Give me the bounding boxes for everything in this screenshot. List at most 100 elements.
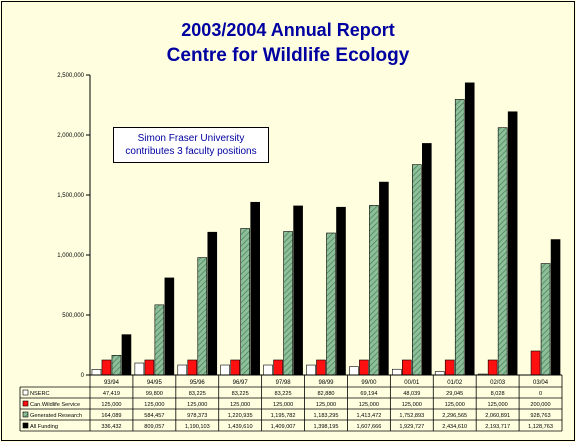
data-label: 125,000 [445,402,465,408]
bar-all [207,231,218,376]
bar-generated [369,205,379,376]
bar-all [336,206,346,376]
category-label: 93/94 [104,380,120,386]
bar-cws [230,359,240,376]
data-label: 2,193,717 [485,424,510,430]
category-label: 02/03 [490,380,506,386]
data-label: 1,220,935 [228,413,253,419]
data-label: 200,000 [530,402,550,408]
data-label: 0 [539,391,542,397]
bar-nserc [177,364,188,376]
data-label: 48,039 [403,391,420,397]
data-label: 1,195,782 [271,413,296,419]
bar-cws [101,359,112,376]
data-label: 928,763 [530,413,550,419]
bar-all [121,334,132,376]
y-tick-label: 0 [81,373,85,379]
category-label: 98/99 [318,380,334,386]
category-label: 03/04 [533,380,549,386]
data-label: 2,296,565 [442,413,467,419]
bar-all [422,143,432,376]
data-label: 69,194 [360,391,377,397]
data-label: 99,800 [146,391,163,397]
legend-label-generated: Generated Research [30,413,82,419]
legend-label-cws: Can.Wildlife Service [30,402,80,408]
annotation-line-1: Simon Fraser University [137,133,245,144]
data-label: 2,060,891 [485,413,510,419]
bar-cws [273,359,283,376]
category-label: 96/97 [233,380,249,386]
data-label: 83,225 [232,391,249,397]
data-label: 1,439,610 [228,424,253,430]
bar-generated [240,228,250,376]
y-tick-label: 1,500,000 [57,193,84,199]
data-label: 1,190,103 [185,424,210,430]
bar-all [293,205,303,376]
legend-swatch-cws [22,400,29,407]
bar-all [164,277,175,376]
bar-generated [497,127,508,376]
data-label: 125,000 [273,402,293,408]
bar-all [250,201,260,376]
data-label: 29,045 [446,391,463,397]
data-label: 584,457 [144,413,164,419]
bar-nserc [134,362,145,376]
y-tick-label: 2,500,000 [57,73,84,79]
legend-swatch-generated [22,411,29,418]
data-label: 1,398,195 [314,424,339,430]
bar-cws [530,350,541,376]
bar-nserc [306,364,316,376]
data-label: 1,409,007 [271,424,296,430]
data-label: 125,000 [101,402,121,408]
bar-nserc [349,366,359,376]
category-label: 99/00 [361,380,377,386]
data-label: 125,000 [316,402,336,408]
data-label: 164,089 [101,413,121,419]
bar-generated [454,99,465,376]
data-label: 125,000 [187,402,207,408]
data-label: 125,000 [488,402,508,408]
legend-swatch-all [22,422,29,429]
bar-generated [283,231,293,376]
category-label: 94/95 [147,380,163,386]
data-label: 1,607,666 [356,424,381,430]
data-label: 83,225 [189,391,206,397]
data-label: 125,000 [359,402,379,408]
data-label: 83,225 [275,391,292,397]
category-label: 01/02 [447,380,463,386]
legend-label-all: All Funding [30,424,58,430]
bar-all [464,82,475,376]
bar-nserc [263,364,273,376]
bar-all [507,111,518,376]
legend-label-nserc: NSERC [30,391,50,397]
bar-cws [187,359,198,376]
bar-nserc [91,369,102,376]
data-label: 1,929,727 [399,424,424,430]
bar-generated [154,304,165,376]
y-tick-label: 500,000 [62,313,84,319]
bar-all [550,239,561,376]
bar-cws [444,359,455,376]
data-label: 978,373 [187,413,207,419]
annotation-box: Simon Fraser University contributes 3 fa… [113,127,269,163]
bar-generated [540,263,551,376]
y-tick-label: 2,000,000 [57,133,84,139]
bar-nserc [220,364,230,376]
data-label: 82,880 [317,391,334,397]
category-label: 95/96 [190,380,206,386]
category-label: 00/01 [404,380,420,386]
data-label: 8,028 [491,391,505,397]
chart-title-line-2: Centre for Wildlife Ecology [166,45,410,66]
data-label: 1,128,763 [528,424,553,430]
bar-all [379,181,389,376]
data-label: 125,000 [402,402,422,408]
chart-title-line-1: 2003/2004 Annual Report [181,20,395,40]
bar-generated [326,232,336,376]
bar-cws [359,359,369,376]
data-label: 1,183,295 [314,413,339,419]
bar-nserc [392,368,402,376]
data-label: 2,434,610 [442,424,467,430]
data-label: 1,413,472 [356,413,381,419]
